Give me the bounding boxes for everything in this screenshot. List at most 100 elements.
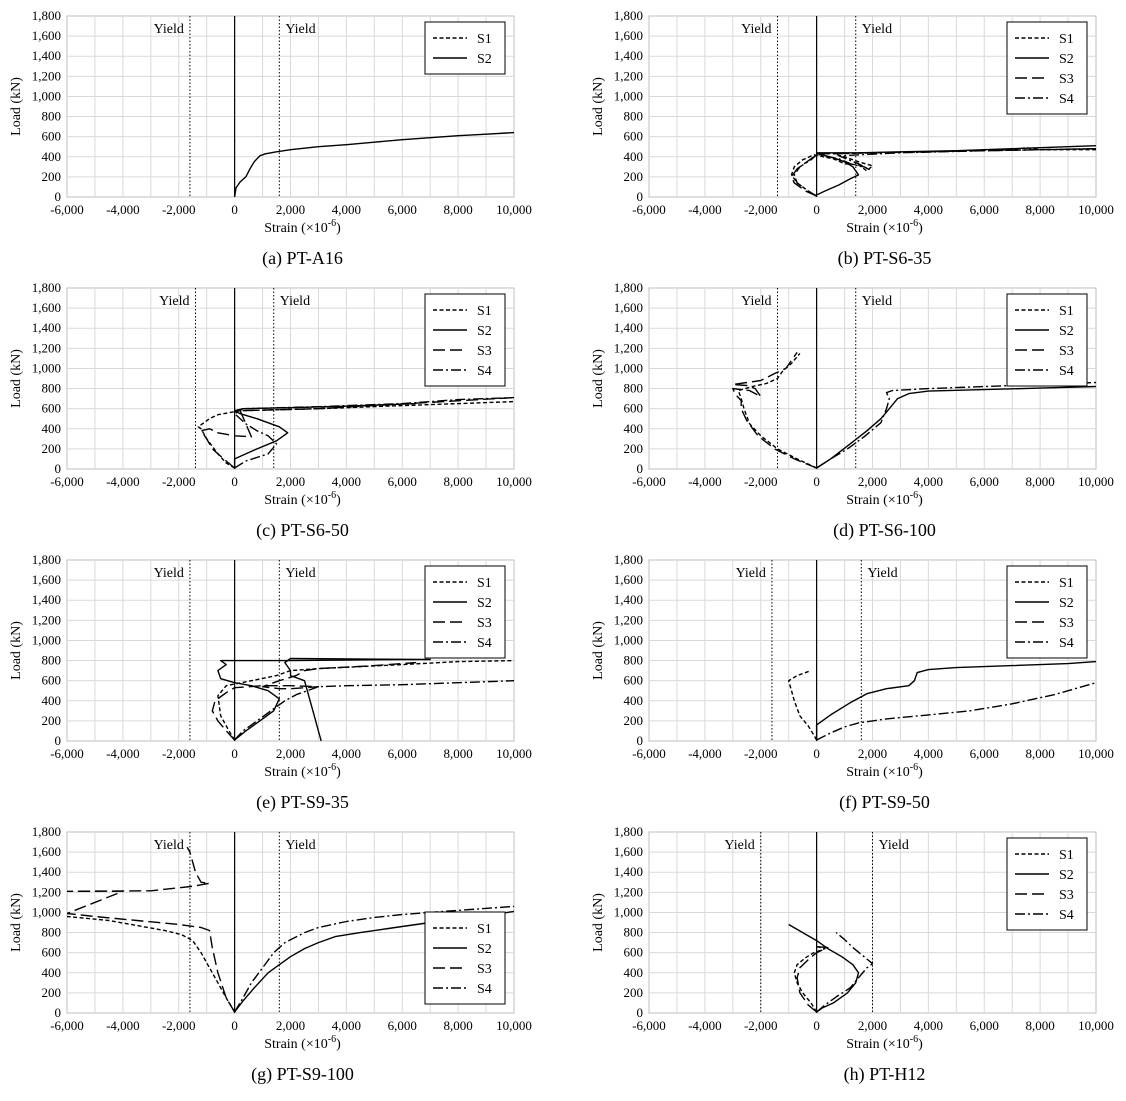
y-tick-label: 600 [42, 673, 62, 688]
x-tick-label: 4,000 [332, 202, 361, 217]
y-tick-label: 0 [637, 1005, 644, 1020]
y-tick-label: 1,200 [614, 340, 643, 355]
y-tick-label: 200 [624, 985, 644, 1000]
legend-label: S3 [1059, 72, 1074, 87]
x-tick-label: 0 [813, 746, 820, 761]
x-tick-label: 6,000 [970, 474, 999, 489]
legend-label: S2 [1059, 868, 1074, 883]
y-axis-label: Load (kN) [591, 77, 606, 136]
y-tick-label: 400 [624, 421, 644, 436]
legend-label: S1 [477, 922, 492, 937]
y-tick-label: 1,400 [614, 592, 643, 607]
legend-label: S1 [477, 32, 492, 47]
x-tick-label: 10,000 [496, 202, 532, 217]
series-line-s1 [67, 915, 236, 1013]
y-tick-label: 1,400 [32, 320, 61, 335]
yield-label: Yield [285, 566, 315, 581]
y-tick-label: 1,600 [32, 844, 61, 859]
series-line-s3 [200, 396, 514, 469]
y-tick-label: 600 [624, 129, 644, 144]
panel-caption: (g) PT-S9-100 [251, 1064, 354, 1085]
legend-label: S2 [477, 596, 492, 611]
series-group [788, 923, 874, 1013]
y-tick-label: 200 [624, 713, 644, 728]
x-tick-label: -6,000 [632, 1018, 666, 1033]
y-tick-label: 1,600 [614, 300, 643, 315]
x-tick-label: 4,000 [332, 474, 361, 489]
y-tick-label: 1,200 [32, 68, 61, 83]
y-tick-label: 1,200 [32, 612, 61, 627]
y-tick-label: 1,800 [32, 824, 61, 839]
legend-box [424, 565, 506, 659]
series-line-s1 [788, 669, 818, 741]
series-line-s4 [234, 680, 514, 741]
y-tick-label: 800 [42, 925, 62, 940]
x-tick-label: 8,000 [1026, 746, 1055, 761]
legend-label: S1 [1059, 32, 1074, 47]
chart-panel-h: Yield Yield 0 200 400 600 800 1,000 1,200 1,400 1,… [591, 824, 1114, 1085]
y-tick-label: 1,000 [614, 360, 643, 375]
legend-label: S1 [1059, 304, 1074, 319]
y-tick-label: 0 [55, 733, 62, 748]
x-tick-label: 10,000 [496, 746, 532, 761]
yield-label: Yield [862, 294, 892, 309]
y-tick-label: 1,000 [614, 904, 643, 919]
x-tick-label: 0 [231, 746, 238, 761]
panel-caption: (c) PT-S6-50 [256, 520, 349, 541]
panel-caption: (a) PT-A16 [262, 248, 343, 269]
y-tick-label: 1,600 [32, 28, 61, 43]
y-tick-label: 200 [42, 713, 62, 728]
series-line-s4 [233, 396, 514, 469]
legend-label: S3 [477, 616, 492, 631]
legend-label: S1 [1059, 848, 1074, 863]
x-axis-label: Strain (×10-6) [264, 490, 341, 508]
y-axis-label: Load (kN) [591, 349, 606, 408]
series-group [790, 145, 1096, 197]
yield-label: Yield [867, 566, 897, 581]
legend-label: S1 [477, 576, 492, 591]
x-tick-label: 8,000 [1026, 474, 1055, 489]
legend-label: S4 [1059, 908, 1074, 923]
x-tick-label: 10,000 [1078, 1018, 1114, 1033]
x-axis-label: Strain (×10-6) [846, 1034, 923, 1052]
x-tick-label: 4,000 [914, 474, 943, 489]
x-tick-label: -2,000 [744, 1018, 778, 1033]
legend-label: S4 [1059, 92, 1074, 107]
x-tick-label: 0 [231, 202, 238, 217]
x-tick-label: 2,000 [858, 474, 887, 489]
x-tick-label: 6,000 [388, 1018, 417, 1033]
x-tick-label: 2,000 [276, 202, 305, 217]
x-tick-label: -4,000 [106, 746, 140, 761]
y-tick-label: 1,200 [614, 612, 643, 627]
y-tick-label: 1,400 [614, 48, 643, 63]
y-tick-label: 0 [55, 1005, 62, 1020]
y-tick-label: 1,600 [32, 300, 61, 315]
y-tick-label: 1,000 [32, 632, 61, 647]
x-tick-label: 10,000 [1078, 474, 1114, 489]
x-tick-label: -2,000 [744, 474, 778, 489]
y-axis-label: Load (kN) [591, 621, 606, 680]
series-line-s2 [816, 385, 1096, 469]
y-tick-label: 200 [42, 441, 62, 456]
legend-label: S2 [477, 942, 492, 957]
y-tick-label: 400 [624, 149, 644, 164]
x-tick-label: -2,000 [162, 746, 196, 761]
legend-label: S2 [1059, 52, 1074, 67]
series-line-s2 [815, 660, 1096, 740]
x-tick-label: -4,000 [688, 746, 722, 761]
y-axis-label: Load (kN) [9, 893, 24, 952]
y-tick-label: 0 [637, 461, 644, 476]
legend-label: S4 [1059, 636, 1074, 651]
series-line-s3 [796, 945, 829, 1013]
y-tick-label: 600 [624, 401, 644, 416]
yield-label: Yield [154, 566, 184, 581]
legend-label: S4 [477, 982, 492, 997]
legend: S1 S2 S3 S4 [424, 911, 506, 1005]
x-tick-label: 2,000 [858, 746, 887, 761]
legend-label: S3 [477, 962, 492, 977]
y-tick-label: 600 [42, 401, 62, 416]
panel-caption: (b) PT-S6-35 [838, 248, 932, 269]
series-group [732, 351, 1096, 469]
legend: S1 S2 S3 S4 [1006, 837, 1088, 931]
